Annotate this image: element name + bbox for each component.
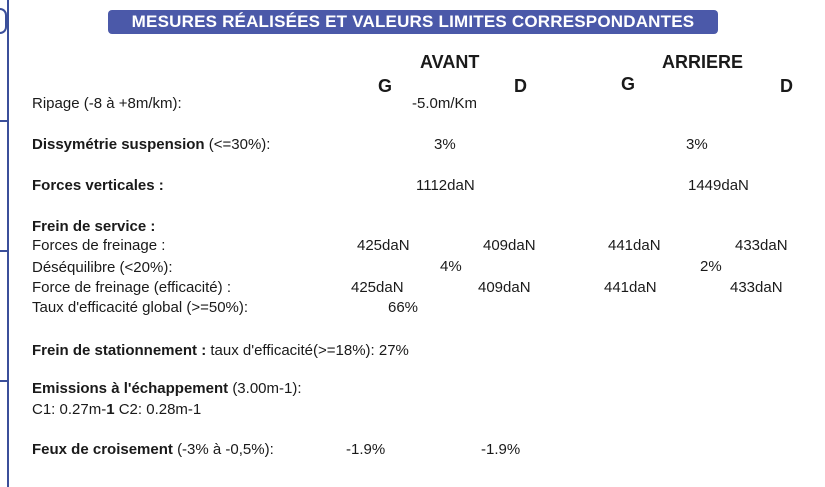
efficacite-arriere-g: 441daN [604,279,657,296]
column-avant-g: G [378,76,393,96]
column-arriere-d: D [780,76,793,96]
desequilibre-label: Déséquilibre (<20%): [32,259,173,276]
feux-label: Feux de croisement [32,441,173,458]
feux-value-2: -1.9% [481,441,521,458]
dissymetrie-label: Dissymétrie suspension [32,136,205,153]
dissymetrie-arriere: 3% [686,136,708,153]
column-avant: AVANT [420,52,480,72]
feux-limit: (-3% à -0,5%): [177,441,274,458]
emissions-limit: (3.00m-1): [232,380,302,397]
emissions-label: Emissions à l'échappement [32,380,229,397]
emissions-c1-bold: 1 [106,401,115,418]
frein-stationnement-row: Frein de stationnement : taux d'efficaci… [32,342,409,359]
efficacite-avant-d: 409daN [478,279,531,296]
forces-freinage-avant-g: 425daN [357,237,410,254]
ripage-value: -5.0m/Km [412,95,478,112]
dissymetrie-avant: 3% [434,136,456,153]
border-tick [0,380,8,382]
header-bar: MESURES RÉALISÉES ET VALEURS LIMITES COR… [108,10,718,34]
feux-value-1: -1.9% [346,441,386,458]
border-tick [0,250,8,252]
forces-verticales-arriere: 1449daN [688,177,749,194]
forces-verticales-label: Forces verticales : [32,177,164,194]
border-tick [0,120,8,122]
ripage-limit: (-8 à +8m/km): [83,95,182,112]
forces-verticales-avant: 1112daN [416,177,475,194]
efficacite-label: Force de freinage (efficacité) : [32,279,231,296]
column-avant-d: D [514,76,527,96]
column-arriere-g: G [621,74,636,94]
efficacite-avant-g: 425daN [351,279,404,296]
left-notch [0,8,7,34]
emissions-c2: C2: 0.28m-1 [118,401,202,418]
header-title: MESURES RÉALISÉES ET VALEURS LIMITES COR… [131,12,695,31]
left-border [0,0,9,487]
feux-row: Feux de croisement (-3% à -0,5%): [32,441,274,458]
frein-service-title: Frein de service : [32,218,156,235]
efficacite-arriere-d: 433daN [730,279,783,296]
forces-freinage-arriere-d: 433daN [735,237,788,254]
frein-stationnement-label: Frein de stationnement : [32,342,207,359]
emissions-values: C1: 0.27m-1 C2: 0.28m-1 [32,401,201,418]
forces-freinage-avant-d: 409daN [483,237,536,254]
frein-stationnement-detail: taux d'efficacité(>=18%): 27% [210,342,409,359]
dissymetrie-limit: (<=30%): [208,136,271,153]
dissymetrie-row: Dissymétrie suspension (<=30%): [32,136,270,153]
emissions-c1: C1: 0.27m- [32,401,107,418]
desequilibre-avant: 4% [440,258,462,275]
desequilibre-arriere: 2% [700,258,722,275]
ripage-label: Ripage [32,95,80,112]
forces-freinage-label: Forces de freinage : [32,237,166,254]
ripage-row: Ripage (-8 à +8m/km): [32,95,182,112]
taux-efficacite-value: 66% [388,299,419,316]
column-arriere: ARRIERE [662,52,744,72]
forces-freinage-arriere-g: 441daN [608,237,661,254]
taux-efficacite-label: Taux d'efficacité global (>=50%): [32,299,249,316]
emissions-row: Emissions à l'échappement (3.00m-1): [32,380,302,397]
